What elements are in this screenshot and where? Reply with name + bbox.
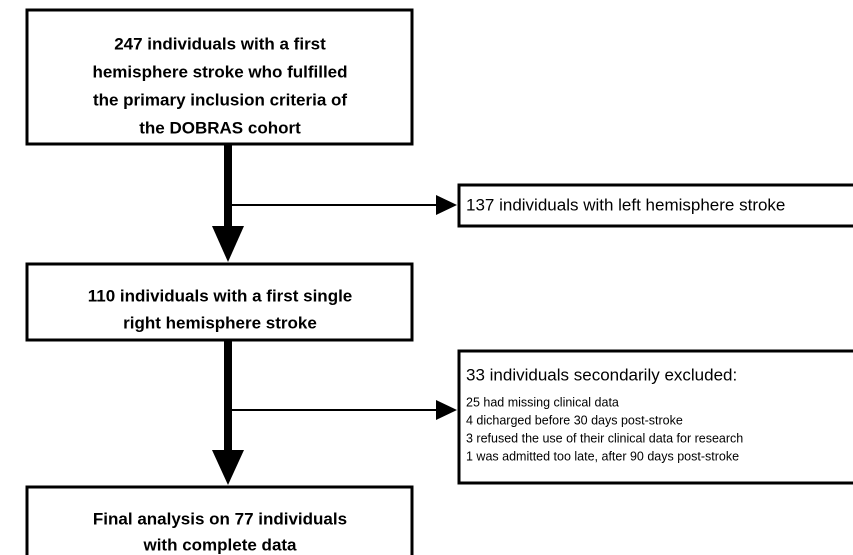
arrow-shaft (224, 340, 232, 452)
node-text: Final analysis on 77 individuals (93, 509, 347, 528)
box (25, 262, 414, 342)
box (25, 8, 414, 146)
box (457, 349, 853, 485)
arrow-head (436, 195, 457, 215)
node-text: 25 had missing clinical data (466, 395, 619, 409)
arrow-head (212, 450, 244, 485)
node-text: the DOBRAS cohort (139, 118, 301, 137)
node-text: 247 individuals with a first (114, 34, 326, 53)
node-text: 110 individuals with a first single (88, 286, 353, 305)
node-text: the primary inclusion criteria of (93, 90, 347, 109)
node-text: 4 dicharged before 30 days post-stroke (466, 413, 683, 427)
node-text: hemisphere stroke who fulfilled (92, 62, 347, 81)
node-text: 137 individuals with left hemisphere str… (466, 195, 785, 214)
box (25, 485, 414, 555)
arrow-head (436, 400, 457, 420)
box (457, 183, 853, 228)
node-text: 3 refused the use of their clinical data… (466, 431, 743, 445)
node-title: 33 individuals secondarily excluded: (466, 365, 737, 384)
node-text: with complete data (142, 535, 297, 554)
node-text: right hemisphere stroke (123, 313, 317, 332)
arrow-head (212, 226, 244, 262)
node-text: 1 was admitted too late, after 90 days p… (466, 449, 739, 463)
arrow-shaft (224, 144, 232, 228)
